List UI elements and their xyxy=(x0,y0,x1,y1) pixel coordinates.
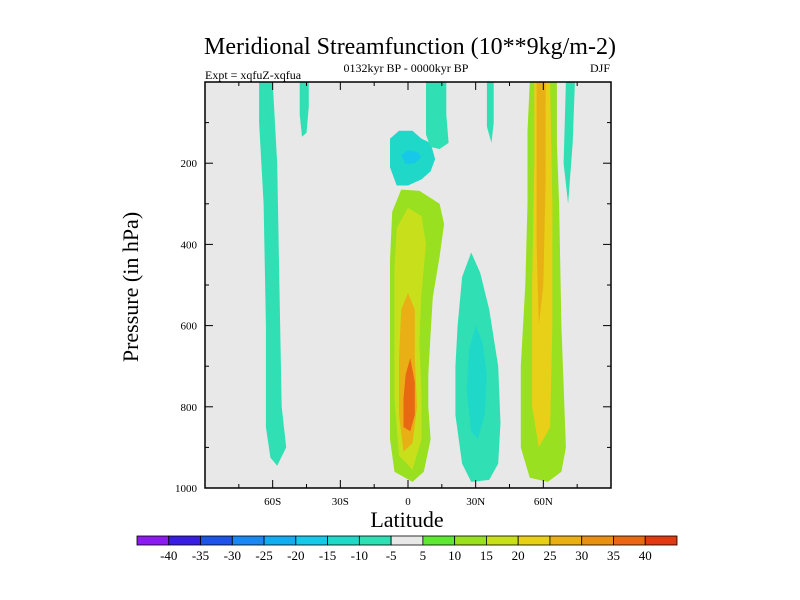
y-tick-label: 600 xyxy=(181,321,198,333)
chart-subtitle: 0132kyr BP - 0000kyr BP xyxy=(344,61,469,75)
colorbar-swatch xyxy=(486,535,519,546)
chart-title: Meridional Streamfunction (10**9kg/m-2) xyxy=(204,34,616,60)
contour-region-10 xyxy=(466,325,487,440)
colorbar-label: 15 xyxy=(480,548,493,563)
contour-region-0 xyxy=(259,82,287,466)
colorbar-label: 5 xyxy=(420,548,427,563)
colorbar-swatch xyxy=(231,535,265,546)
x-tick-label: 60S xyxy=(264,496,281,508)
colorbar-swatch xyxy=(549,535,583,546)
colorbar-swatch xyxy=(644,535,678,546)
contour-region-15 xyxy=(563,82,575,204)
colorbar-swatch xyxy=(327,535,360,546)
contour-region-1 xyxy=(299,82,309,137)
colorbar-label: -40 xyxy=(160,548,177,563)
colorbar-label: 35 xyxy=(607,548,620,563)
colorbar-label: 40 xyxy=(639,548,652,563)
expt-label: Expt = xqfuZ-xqfua xyxy=(205,68,302,82)
colorbar-swatch xyxy=(613,535,646,546)
colorbar-swatch xyxy=(390,535,424,546)
x-tick-label: 30N xyxy=(466,496,485,508)
colorbar-label: 25 xyxy=(543,548,556,563)
y-tick-label: 400 xyxy=(181,239,198,251)
x-tick-label: 30S xyxy=(332,496,349,508)
y-tick-label: 1000 xyxy=(175,483,198,495)
contour-region-8 xyxy=(403,358,415,432)
colorbar-swatch xyxy=(454,535,487,546)
contour-region-3 xyxy=(401,150,422,164)
axis-ticks: 60S 30S 0 30N 60N 200 400 600 800 1000 xyxy=(175,82,611,508)
colorbar-label: -15 xyxy=(319,548,336,563)
x-tick-label: 0 xyxy=(405,496,411,508)
contour-region-14 xyxy=(536,82,546,326)
x-axis-label: Latitude xyxy=(370,507,443,532)
colorbar-label: -35 xyxy=(192,548,209,563)
colorbar-label: 30 xyxy=(575,548,588,563)
colorbar: -40 -35 -30 -25 -20 -15 -10 -5 5 10 15 20 25 30 35 40 xyxy=(136,535,678,563)
contour-regions xyxy=(259,82,575,482)
colorbar-label: 10 xyxy=(448,548,461,563)
contour-region-4 xyxy=(426,82,449,149)
y-tick-label: 800 xyxy=(181,402,198,414)
season-label: DJF xyxy=(590,61,610,75)
colorbar-label: 20 xyxy=(512,548,525,563)
colorbar-swatch xyxy=(517,535,551,546)
colorbar-swatch xyxy=(581,535,614,546)
y-tick-label: 200 xyxy=(181,158,198,170)
colorbar-label: -10 xyxy=(351,548,368,563)
colorbar-label: -5 xyxy=(386,548,397,563)
colorbar-swatch xyxy=(295,535,328,546)
colorbar-label: -20 xyxy=(287,548,304,563)
contour-region-11 xyxy=(486,82,494,143)
colorbar-swatch xyxy=(263,535,297,546)
colorbar-label: -30 xyxy=(224,548,241,563)
colorbar-swatch xyxy=(358,535,392,546)
colorbar-swatch xyxy=(200,535,233,546)
x-tick-label: 60N xyxy=(534,496,553,508)
colorbar-swatch xyxy=(422,535,456,546)
colorbar-swatch xyxy=(168,535,201,546)
colorbar-swatch xyxy=(136,535,170,546)
colorbar-label: -25 xyxy=(255,548,272,563)
y-axis-label: Pressure (in hPa) xyxy=(118,212,143,362)
